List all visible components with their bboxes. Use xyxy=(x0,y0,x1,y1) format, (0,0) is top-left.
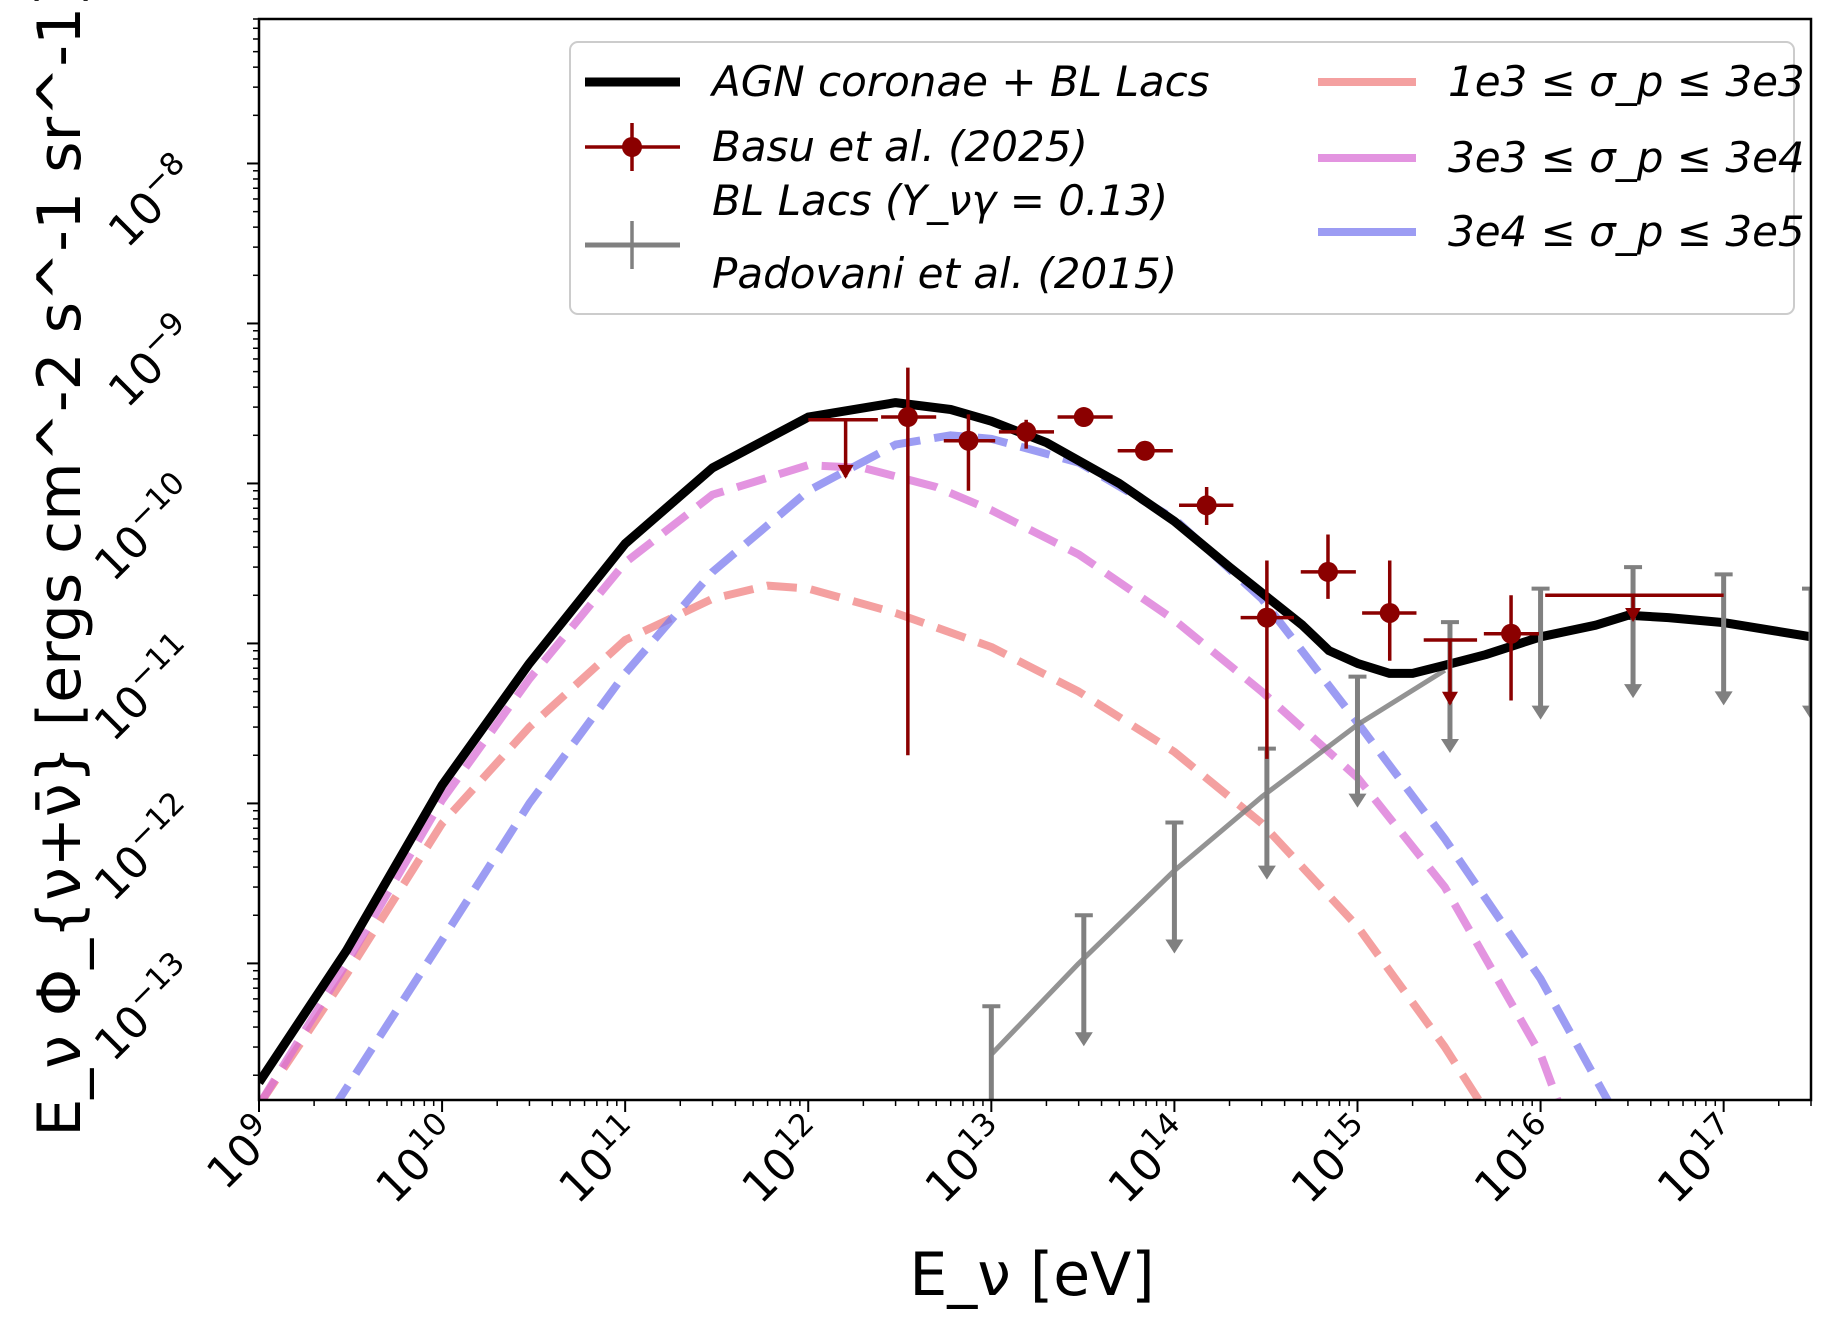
basu-data-point xyxy=(1483,595,1539,701)
plot-area xyxy=(259,367,1811,1100)
basu-data-point xyxy=(808,418,878,479)
basu-marker xyxy=(1256,607,1277,628)
basu-data-point xyxy=(881,367,937,756)
series-line-4 xyxy=(989,668,1447,1057)
basu-marker xyxy=(1134,440,1155,461)
legend-label: 3e3 ≤ σ_p ≤ 3e4 xyxy=(1448,133,1805,182)
padovani-limit-arrow xyxy=(1531,705,1550,720)
padovani-upper-limit xyxy=(1624,565,1643,699)
basu-data-point xyxy=(1545,593,1724,623)
legend-box xyxy=(569,41,1795,315)
basu-data-point xyxy=(1057,407,1113,428)
padovani-upper-limit xyxy=(1531,586,1550,720)
legend-entry: 1e3 ≤ σ_p ≤ 3e3 xyxy=(1318,57,1805,106)
legend-entry: AGN coronae + BL Lacs xyxy=(585,57,1210,106)
series-line-1 xyxy=(259,581,1484,1100)
padovani-limit-arrow xyxy=(1714,691,1733,706)
basu-data-point xyxy=(1300,534,1356,599)
plot-frame xyxy=(257,17,1813,1102)
padovani-limit-arrow xyxy=(1257,865,1276,880)
basu-limit-arrow xyxy=(1625,608,1642,623)
padovani-upper-limit xyxy=(1802,586,1811,720)
legend-entry: 3e4 ≤ σ_p ≤ 3e5 xyxy=(1318,207,1805,256)
padovani-limit-arrow xyxy=(1074,1032,1093,1047)
basu-data-point xyxy=(1240,560,1294,759)
padovani-limit-arrow xyxy=(1802,705,1811,720)
basu-marker xyxy=(1073,407,1094,428)
basu-marker xyxy=(1196,495,1217,516)
legend-label: 3e4 ≤ σ_p ≤ 3e5 xyxy=(1448,207,1805,256)
padovani-limit-arrow xyxy=(1440,739,1459,754)
basu-marker xyxy=(958,430,979,451)
legend-swatch-marker xyxy=(622,137,642,157)
basu-limit-arrow xyxy=(1441,691,1458,706)
legend-entry: 3e3 ≤ σ_p ≤ 3e4 xyxy=(1318,133,1805,182)
series-line-3 xyxy=(334,431,1613,1100)
legend-entry: BL Lacs (Y_νγ = 0.13) Padovani et al. (20… xyxy=(585,176,1177,298)
basu-data-point xyxy=(943,414,996,491)
legend-label-2: Padovani et al. (2015) xyxy=(712,249,1177,298)
legend-entry: Basu et al. (2025) xyxy=(585,122,1088,171)
padovani-upper-limit xyxy=(1348,674,1367,808)
basu-limit-arrow xyxy=(837,464,854,479)
basu-data-point xyxy=(1423,638,1478,706)
legend-label: 1e3 ≤ σ_p ≤ 3e3 xyxy=(1448,57,1805,106)
legend-label: Basu et al. (2025) xyxy=(712,122,1088,171)
series-line-2 xyxy=(259,461,1562,1100)
basu-data-point xyxy=(1362,560,1417,661)
y-axis-label: E_ν Φ_{ν+ν̄} [ergs cm^-2 s^-1 sr^-1] xyxy=(25,0,95,1137)
padovani-upper-limit xyxy=(982,1004,1001,1100)
legend: AGN coronae + BL Lacs Basu et al. (2025) B… xyxy=(569,41,1805,315)
padovani-limit-arrow xyxy=(1624,684,1643,699)
series-line-0 xyxy=(259,398,1811,1085)
padovani-upper-limit xyxy=(1165,820,1184,954)
basu-marker xyxy=(1501,623,1522,644)
x-axis-label: E_ν [eV] xyxy=(909,1240,1154,1310)
basu-data-point xyxy=(1117,440,1173,461)
basu-marker xyxy=(1016,421,1037,442)
basu-marker xyxy=(1379,602,1400,623)
padovani-limit-arrow xyxy=(1165,939,1184,954)
padovani-limit-arrow xyxy=(1348,793,1367,808)
padovani-upper-limit xyxy=(1074,913,1093,1047)
legend-label: BL Lacs (Y_νγ = 0.13) xyxy=(712,176,1168,225)
legend-label: AGN coronae + BL Lacs xyxy=(709,57,1210,106)
basu-data-point xyxy=(1179,487,1234,525)
basu-marker xyxy=(1317,561,1338,582)
basu-data-point xyxy=(998,419,1055,449)
basu-marker xyxy=(897,407,918,428)
